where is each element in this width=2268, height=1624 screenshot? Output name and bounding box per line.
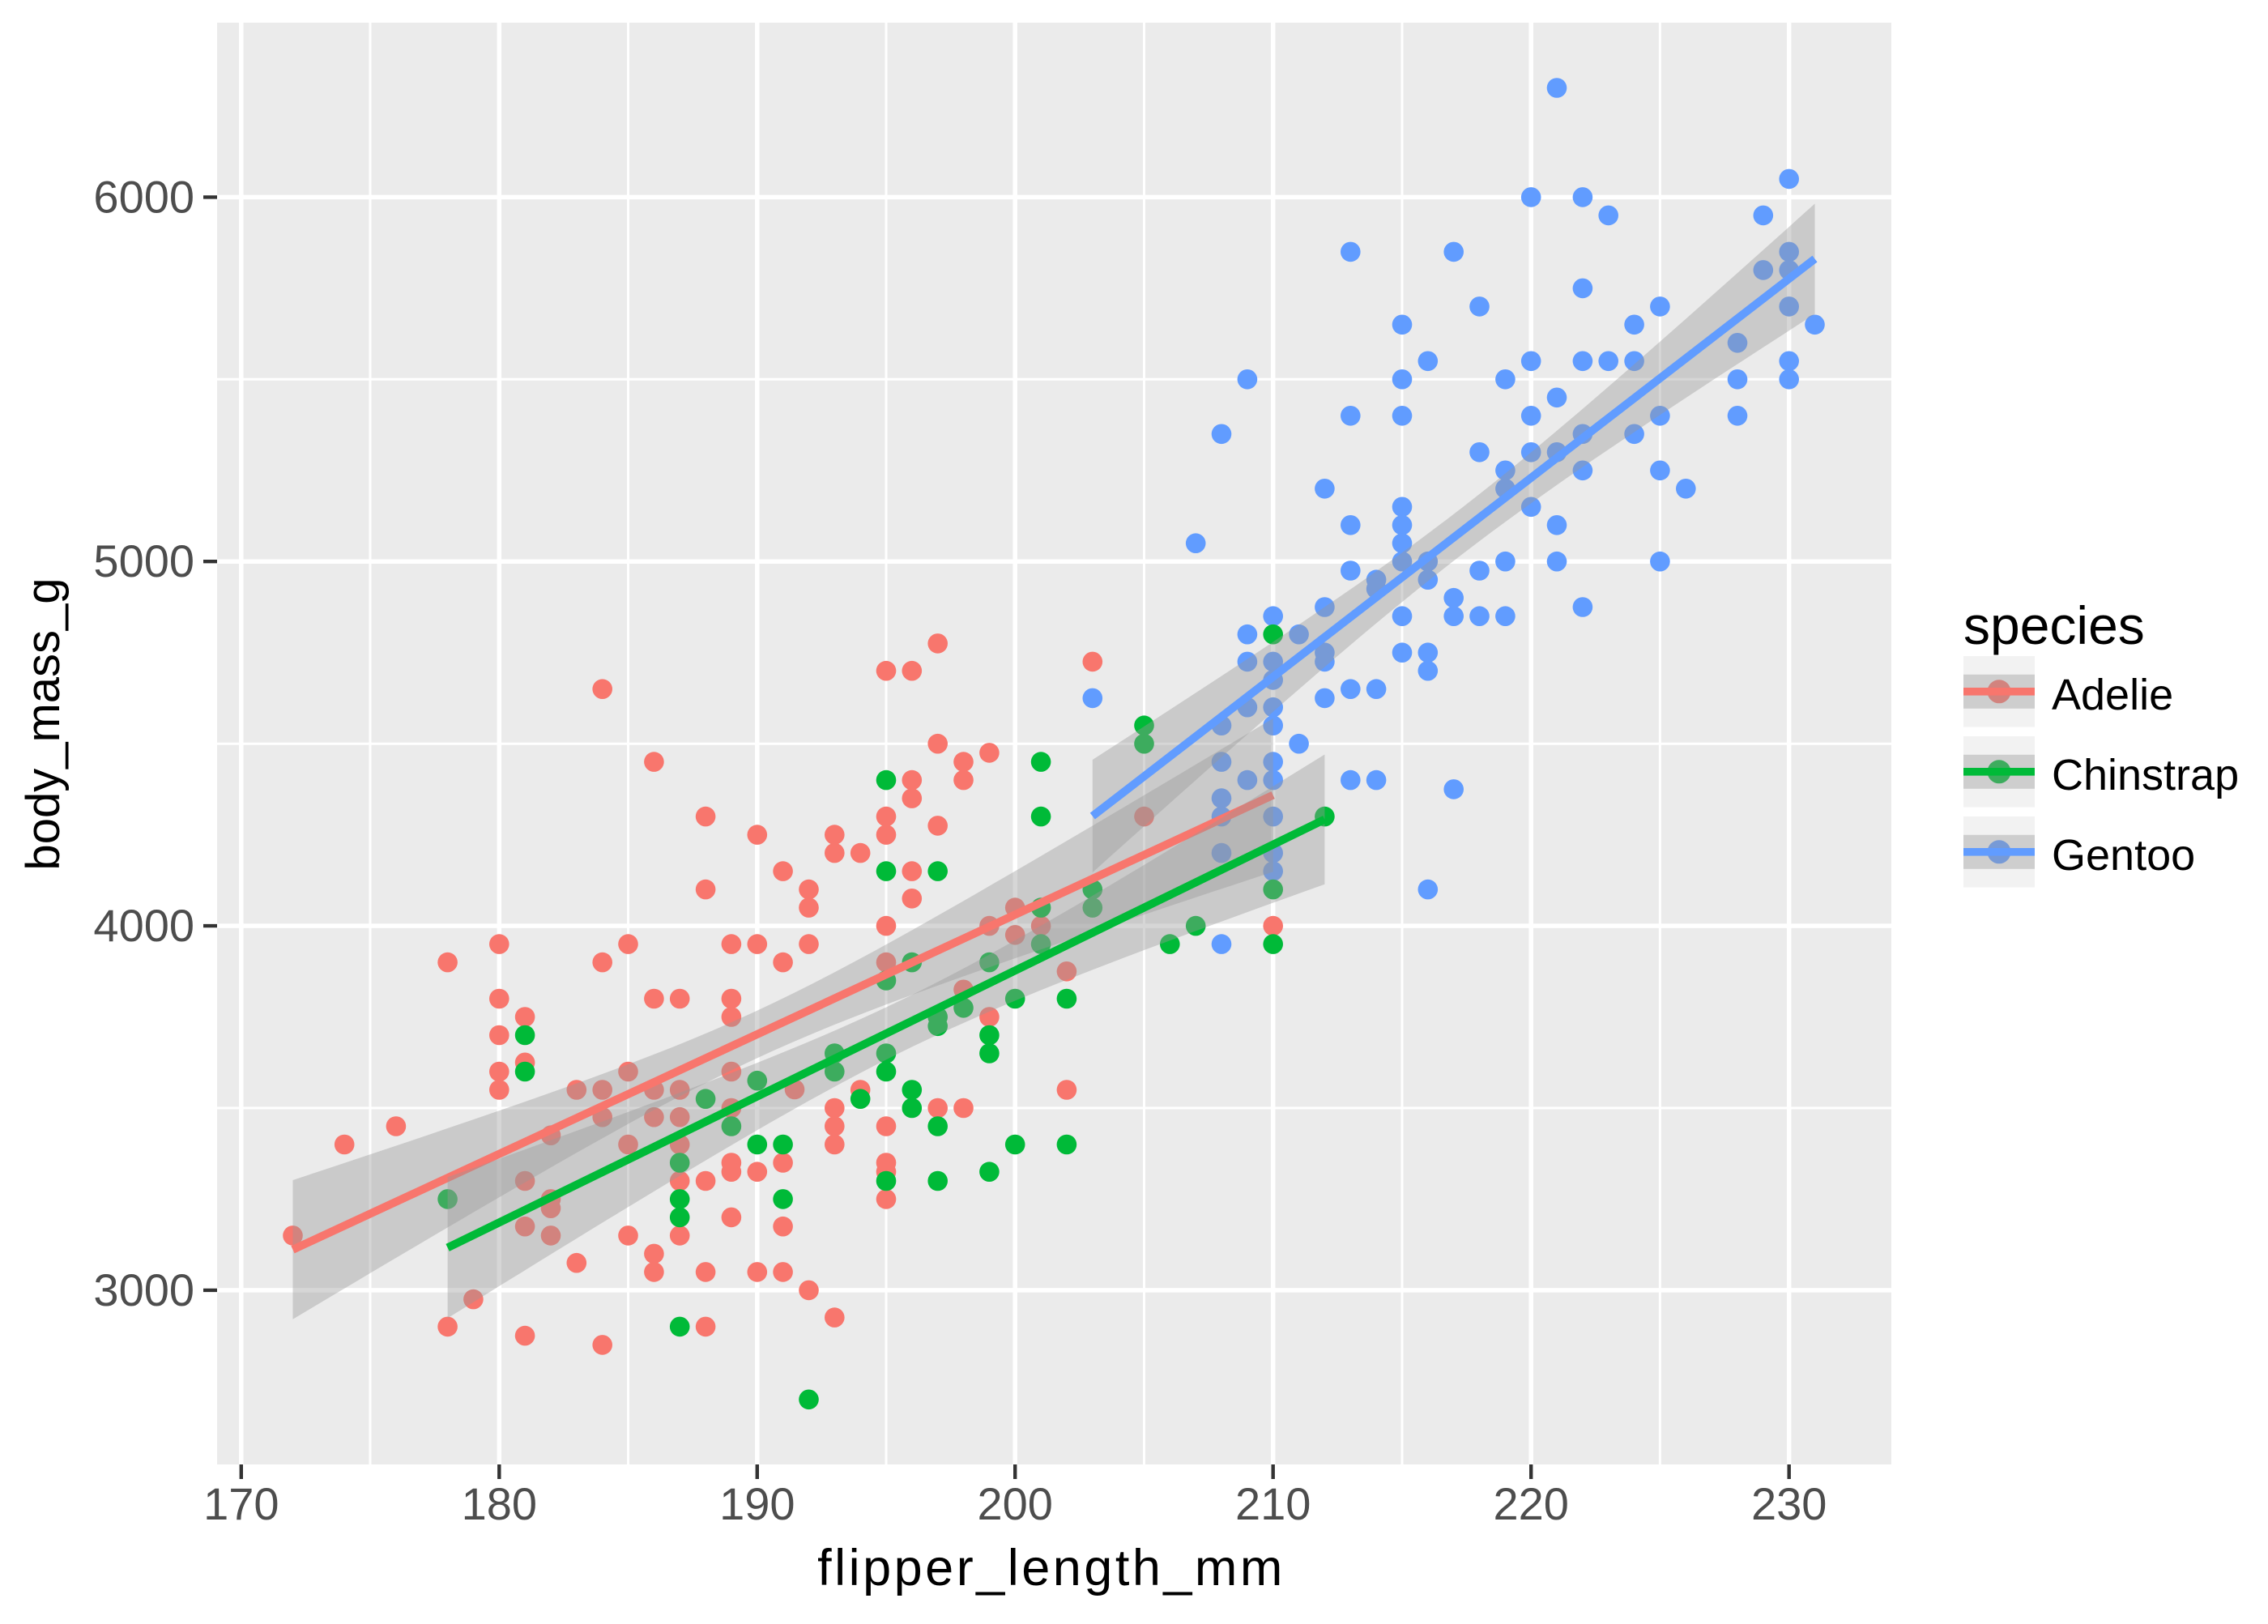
svg-text:200: 200 [977,1478,1052,1529]
svg-text:180: 180 [462,1478,537,1529]
svg-text:5000: 5000 [93,535,194,586]
svg-text:6000: 6000 [93,171,194,222]
svg-text:220: 220 [1493,1478,1568,1529]
svg-text:Chinstrap: Chinstrap [2052,751,2239,799]
svg-text:species: species [1963,595,2145,655]
svg-text:flipper_length_mm: flipper_length_mm [817,1540,1285,1596]
svg-text:body_mass_g: body_mass_g [17,578,70,870]
svg-text:4000: 4000 [93,900,194,951]
svg-text:Adelie: Adelie [2052,671,2173,719]
svg-text:Gentoo: Gentoo [2052,831,2195,880]
svg-text:210: 210 [1235,1478,1311,1529]
svg-text:230: 230 [1751,1478,1827,1529]
svg-text:190: 190 [719,1478,795,1529]
svg-text:3000: 3000 [93,1264,194,1315]
svg-text:170: 170 [203,1478,279,1529]
